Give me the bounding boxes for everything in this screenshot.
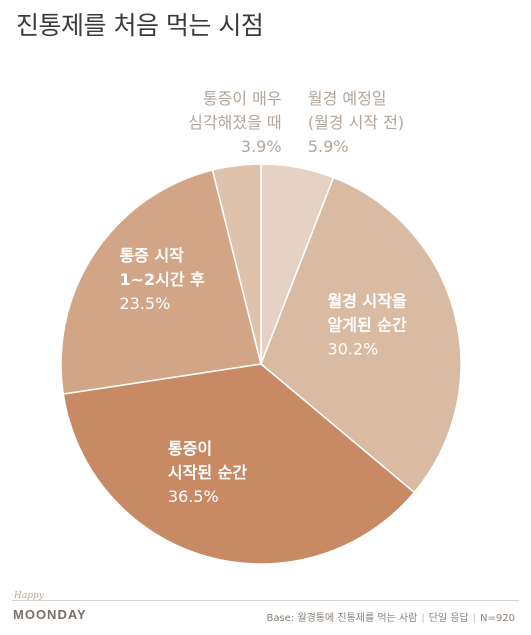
slice-value-label: 3.9% [241,137,282,156]
base-note: Base: 월경통에 진통제를 먹는 사람 | 단일 응답 | N=920 [266,609,515,624]
slice-category-label: 월경 시작을 [328,292,407,311]
pie-slice [60,169,262,395]
slice-category-label: 통증 시작 [119,246,184,265]
pie-slice [211,163,262,365]
base-label: Base: 월경통에 진통제를 먹는 사람 [266,613,418,624]
slice-category-label: 심각해졌을 때 [188,113,281,132]
footer-divider [12,600,519,601]
chart-title: 진통제를 처음 먹는 시점 [16,11,264,40]
slice-category-label: 1~2시간 후 [119,270,205,289]
slice-category-label: 통증이 [168,439,212,458]
slice-category-label: (월경 시작 전) [308,113,404,132]
sample-size: N=920 [480,613,515,624]
logo-script: Happy [14,591,44,601]
separator: | [472,613,477,624]
slice-category-label: 시작된 순간 [168,463,247,482]
slice-category-label: 알게된 순간 [328,316,407,335]
response-type: 단일 응답 [428,613,469,624]
slice-value-label: 5.9% [308,137,349,156]
slice-value-label: 23.5% [119,294,170,313]
pie-slice [62,363,416,565]
pie-slice [260,176,462,494]
logo: MOONDAY [13,607,87,622]
slice-category-label: 통증이 매우 [203,89,282,108]
slice-value-label: 36.5% [168,487,219,506]
slice-value-label: 30.2% [328,340,379,359]
slice-category-label: 월경 예정일 [308,89,387,108]
separator: | [421,613,425,624]
